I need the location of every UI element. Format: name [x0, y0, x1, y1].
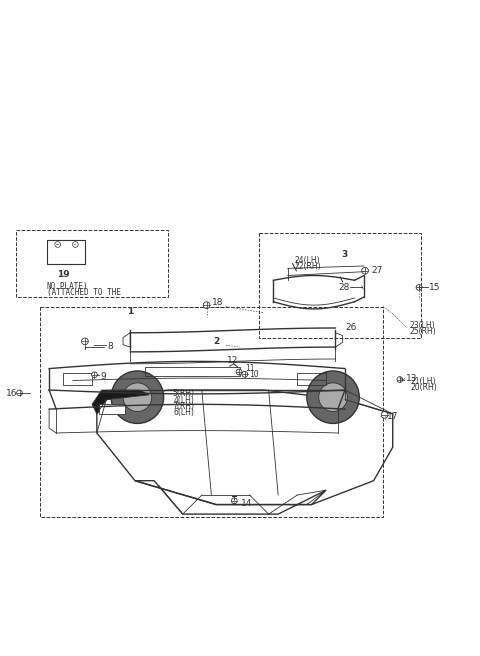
Polygon shape: [92, 390, 149, 414]
Text: 13: 13: [406, 374, 418, 382]
Text: 24(LH): 24(LH): [295, 256, 321, 265]
Text: 26: 26: [345, 323, 356, 333]
Text: 17: 17: [387, 412, 398, 420]
Text: 23(LH): 23(LH): [409, 321, 435, 330]
Text: 1: 1: [127, 307, 133, 316]
Circle shape: [111, 371, 164, 423]
Text: 20(RH): 20(RH): [411, 383, 438, 392]
Text: 6(LH): 6(LH): [174, 409, 195, 417]
Text: 19: 19: [57, 270, 70, 279]
Text: 9: 9: [101, 372, 107, 381]
Text: 3: 3: [342, 249, 348, 258]
Circle shape: [55, 241, 60, 247]
Circle shape: [72, 241, 78, 247]
Circle shape: [416, 285, 422, 291]
Circle shape: [319, 383, 348, 411]
Text: 28: 28: [338, 283, 350, 292]
Circle shape: [123, 383, 152, 411]
Bar: [144, 367, 240, 376]
Text: 21(LH): 21(LH): [411, 377, 436, 386]
Bar: [16, 230, 168, 297]
Text: 5(RH): 5(RH): [173, 390, 195, 398]
Text: 4(LH): 4(LH): [174, 396, 195, 405]
Text: 8: 8: [108, 342, 114, 351]
Bar: [63, 373, 92, 385]
Text: 27: 27: [371, 266, 383, 276]
Text: 11: 11: [245, 364, 254, 373]
Text: NO.PLATE): NO.PLATE): [47, 281, 88, 291]
Text: 14: 14: [241, 499, 252, 508]
Text: (ATTACHED TO THE: (ATTACHED TO THE: [47, 288, 121, 297]
Bar: [47, 239, 85, 264]
Text: 10: 10: [250, 370, 259, 379]
Circle shape: [242, 371, 248, 377]
Text: 12: 12: [227, 356, 239, 365]
Text: 25(RH): 25(RH): [409, 327, 436, 337]
Text: 2: 2: [213, 337, 219, 346]
Bar: [297, 373, 326, 385]
Circle shape: [17, 390, 23, 396]
Circle shape: [231, 498, 237, 504]
Circle shape: [307, 371, 360, 423]
Text: 15: 15: [429, 283, 441, 292]
Circle shape: [82, 338, 88, 344]
Circle shape: [236, 369, 242, 375]
Circle shape: [92, 372, 97, 378]
Text: 18: 18: [212, 298, 224, 307]
Text: 7(RH): 7(RH): [173, 402, 195, 411]
Circle shape: [381, 411, 388, 418]
Circle shape: [362, 268, 368, 274]
Bar: [39, 306, 383, 516]
Bar: [99, 404, 125, 414]
Text: 16: 16: [6, 390, 18, 398]
Text: 22(RH): 22(RH): [295, 262, 322, 271]
Bar: [259, 233, 421, 338]
Circle shape: [397, 377, 403, 382]
Circle shape: [203, 302, 210, 308]
